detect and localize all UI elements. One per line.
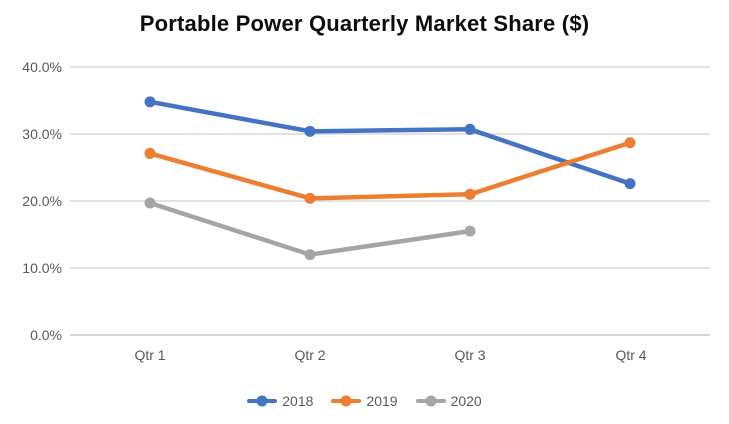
data-point-2020 xyxy=(144,197,156,209)
data-point-2020 xyxy=(304,249,316,261)
series-line-2018 xyxy=(147,99,633,186)
data-point-2018 xyxy=(304,125,316,137)
x-axis-category-label: Qtr 4 xyxy=(615,347,647,363)
data-point-2020 xyxy=(464,225,476,237)
data-point-2019 xyxy=(144,147,156,159)
legend: 2018 2019 2020 xyxy=(0,389,729,413)
y-axis-tick-label: 30.0% xyxy=(22,126,62,142)
legend-item: 2020 xyxy=(415,393,482,409)
y-axis-tick-label: 20.0% xyxy=(22,193,62,209)
y-axis-tick-label: 0.0% xyxy=(30,327,62,343)
legend-dot-icon xyxy=(340,395,352,407)
x-axis-category-label: Qtr 1 xyxy=(134,347,166,363)
y-axis-tick-label: 10.0% xyxy=(22,260,62,276)
series-line-2019 xyxy=(147,140,633,201)
legend-label: 2020 xyxy=(450,393,482,409)
legend-label: 2019 xyxy=(366,393,398,409)
legend-line-marker-icon xyxy=(415,395,446,407)
legend-line-marker-icon xyxy=(331,395,362,407)
chart-title: Portable Power Quarterly Market Share ($… xyxy=(139,11,590,36)
legend-dot-icon xyxy=(256,395,268,407)
data-point-2019 xyxy=(464,188,476,200)
data-point-2019 xyxy=(624,137,636,149)
legend-label: 2018 xyxy=(282,393,314,409)
x-axis-category-label: Qtr 2 xyxy=(294,347,326,363)
data-point-2018 xyxy=(144,96,156,108)
legend-item: 2019 xyxy=(331,393,398,409)
x-axis-category-label: Qtr 3 xyxy=(454,347,486,363)
legend-item: 2018 xyxy=(247,393,313,409)
data-point-2018 xyxy=(624,178,636,190)
data-point-2019 xyxy=(304,192,316,204)
legend-dot-icon xyxy=(425,395,437,407)
y-axis-tick-label: 40.0% xyxy=(22,59,62,75)
data-point-2018 xyxy=(464,123,476,135)
series-line-2020 xyxy=(147,200,473,257)
legend-line-marker-icon xyxy=(247,395,278,407)
